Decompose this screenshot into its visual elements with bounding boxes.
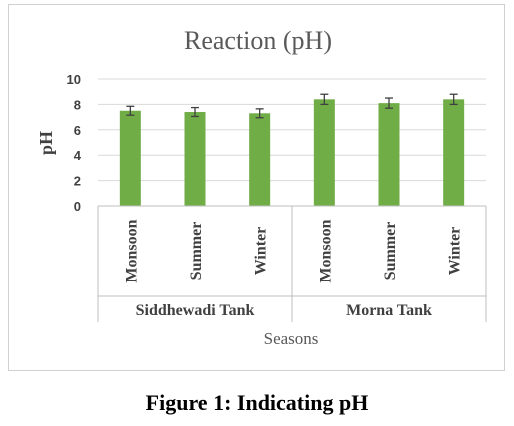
x-category-label: Winter bbox=[447, 227, 464, 276]
bar bbox=[378, 103, 400, 206]
x-axis-label: Seasons bbox=[264, 329, 319, 348]
bar bbox=[119, 110, 141, 206]
x-category-label: Summer bbox=[382, 222, 399, 281]
x-category-label: Winter bbox=[253, 227, 270, 276]
x-category-label: Monsoon bbox=[123, 219, 140, 282]
bar bbox=[249, 113, 271, 206]
y-tick-label: 6 bbox=[74, 123, 81, 138]
bar bbox=[443, 99, 465, 206]
y-tick-label: 10 bbox=[67, 72, 81, 87]
bar bbox=[313, 99, 335, 206]
y-axis-label: pH bbox=[36, 131, 56, 155]
y-tick-label: 0 bbox=[74, 199, 81, 214]
x-category-label: Summer bbox=[188, 222, 205, 281]
bar bbox=[184, 112, 206, 206]
chart-title: Reaction (pH) bbox=[184, 26, 332, 55]
y-tick-label: 4 bbox=[74, 148, 82, 163]
figure-caption: Figure 1: Indicating pH bbox=[145, 390, 369, 415]
y-tick-label: 2 bbox=[74, 174, 81, 189]
x-category-label: Monsoon bbox=[317, 219, 334, 282]
x-group-label: Siddhewadi Tank bbox=[136, 302, 255, 319]
x-group-label: Morna Tank bbox=[346, 302, 432, 319]
chart: Reaction (pH) 0 2 4 6 8 10 pH Monsoon Summer Winte… bbox=[36, 26, 487, 348]
y-tick-label: 8 bbox=[74, 97, 81, 112]
